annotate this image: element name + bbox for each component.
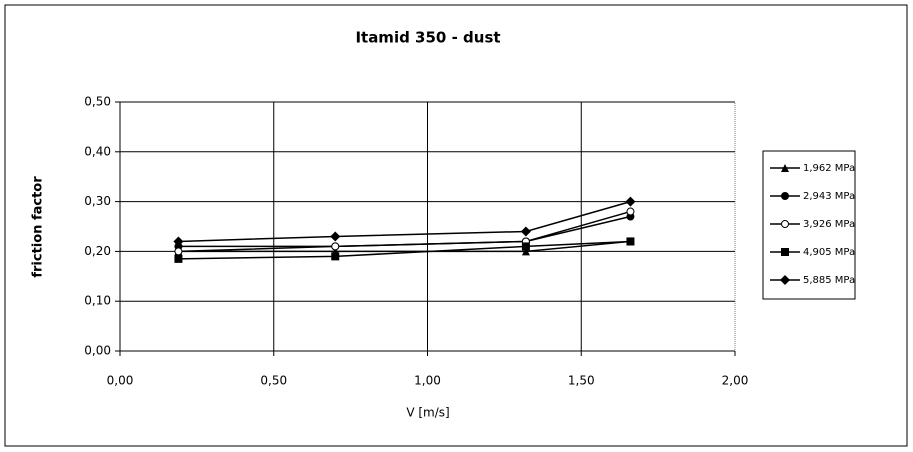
legend-label: 5,885 MPa	[803, 275, 855, 286]
marker	[330, 231, 341, 242]
y-tick-label: 0,40	[84, 144, 111, 158]
marker	[781, 164, 789, 172]
marker	[781, 220, 789, 228]
x-tick-label: 0,00	[107, 374, 134, 388]
marker	[521, 242, 530, 251]
y-tick-label: 0,50	[84, 95, 111, 109]
marker	[520, 226, 531, 237]
legend	[762, 150, 856, 300]
y-axis-label: friction factor	[31, 176, 46, 278]
marker	[174, 247, 183, 256]
legend-label: 1,962 MPa	[803, 163, 855, 174]
series-line	[178, 200, 631, 243]
marker	[625, 196, 636, 207]
x-axis-label: V [m/s]	[406, 406, 449, 420]
marker	[331, 242, 340, 251]
marker	[626, 237, 635, 246]
legend-label: 4,905 MPa	[803, 247, 855, 258]
x-tick-label: 0,50	[260, 374, 287, 388]
y-tick-label: 0,10	[84, 294, 111, 308]
marker	[781, 248, 789, 256]
marker	[781, 192, 789, 200]
marker	[174, 254, 183, 263]
marker	[521, 247, 530, 256]
y-tick-label: 0,30	[84, 194, 111, 208]
x-tick-label: 1,50	[568, 374, 595, 388]
y-tick-label: 0,20	[84, 244, 111, 258]
legend-label: 2,943 MPa	[803, 191, 855, 202]
marker	[626, 207, 635, 216]
marker	[173, 236, 184, 247]
marker	[331, 252, 340, 261]
marker	[780, 275, 790, 285]
chart-title: Itamid 350 - dust	[355, 29, 500, 47]
x-tick-label: 1,00	[414, 374, 441, 388]
x-tick-label: 2,00	[722, 374, 749, 388]
series-line	[178, 240, 631, 260]
y-tick-label: 0,00	[84, 344, 111, 358]
series-line	[178, 210, 631, 253]
legend-label: 3,926 MPa	[803, 219, 855, 230]
